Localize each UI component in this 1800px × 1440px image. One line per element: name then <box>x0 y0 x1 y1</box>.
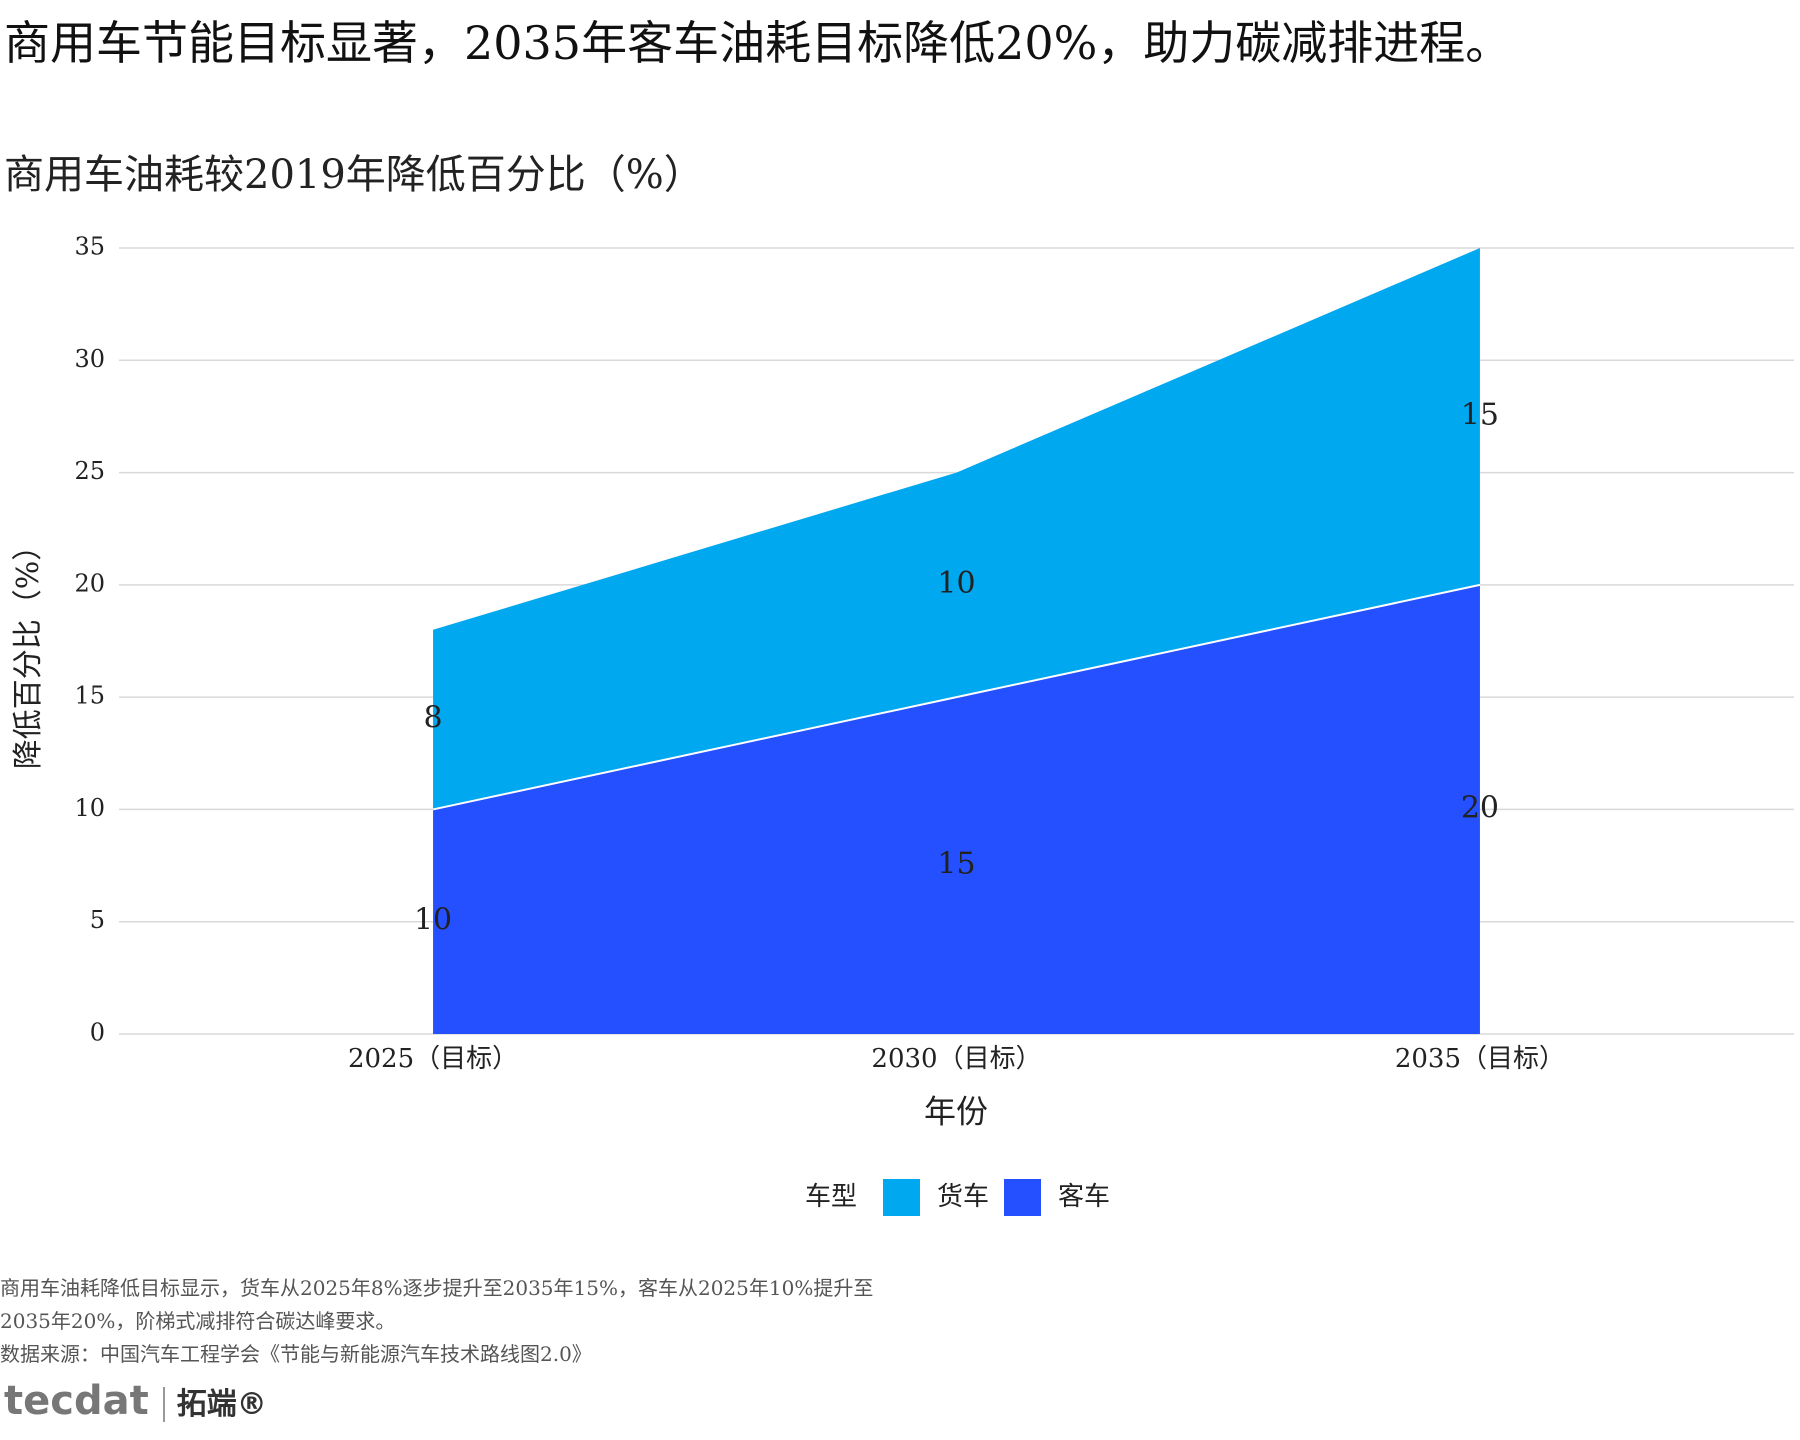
area <box>433 584 1480 1034</box>
data-label: 8 <box>424 701 443 736</box>
data-label: 20 <box>1461 790 1499 825</box>
logo-cn: 拓端® <box>162 1387 267 1422</box>
data-label: 10 <box>414 903 452 938</box>
note: 商用车油耗降低目标显示，货车从2025年8%逐步提升至2035年15%，客车从2… <box>0 1276 874 1333</box>
legend-label: 客车 <box>1058 1182 1110 1212</box>
x-tick-label: 2035（目标） <box>1395 1044 1565 1074</box>
footnote: 商用车油耗降低目标显示，货车从2025年8%逐步提升至2035年15%，客车从2… <box>0 1272 920 1371</box>
y-tick-label: 25 <box>74 457 105 485</box>
x-tick-label: 2030（目标） <box>871 1044 1041 1074</box>
series-divider <box>432 583 1481 811</box>
y-tick-label: 10 <box>74 794 105 822</box>
legend-swatch <box>1004 1179 1041 1216</box>
chart-title: 商用车节能目标显著，2035年客车油耗目标降低20%，助力碳减排进程。 <box>4 16 1512 70</box>
data-label: 15 <box>1461 397 1499 432</box>
x-tick-label: 2025（目标） <box>348 1044 518 1074</box>
y-tick-label: 15 <box>74 682 105 710</box>
y-tick-label: 35 <box>74 233 105 261</box>
legend-swatch <box>883 1179 920 1216</box>
logo-text: tecdat <box>4 1378 149 1424</box>
source: 数据来源：中国汽车工程学会《节能与新能源汽车技术路线图2.0》 <box>0 1342 592 1366</box>
legend-label: 货车 <box>937 1182 989 1212</box>
y-axis-label: 降低百分比（%） <box>11 531 46 770</box>
logo: tecdat 拓端® <box>4 1378 267 1424</box>
chart-subtitle: 商用车油耗较2019年降低百分比（%） <box>4 152 704 198</box>
data-label: 15 <box>937 847 975 882</box>
x-axis-label: 年份 <box>924 1093 988 1131</box>
legend-title: 车型 <box>805 1182 857 1212</box>
y-tick-label: 5 <box>90 906 105 934</box>
area <box>433 248 1480 810</box>
y-tick-label: 0 <box>90 1019 105 1047</box>
data-label: 10 <box>937 566 975 601</box>
y-tick-label: 20 <box>74 569 105 597</box>
y-tick-label: 30 <box>74 345 105 373</box>
